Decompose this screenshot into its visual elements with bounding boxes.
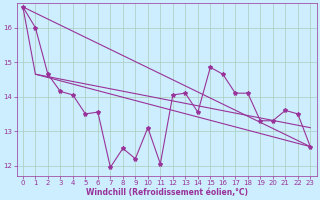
X-axis label: Windchill (Refroidissement éolien,°C): Windchill (Refroidissement éolien,°C) [85,188,248,197]
